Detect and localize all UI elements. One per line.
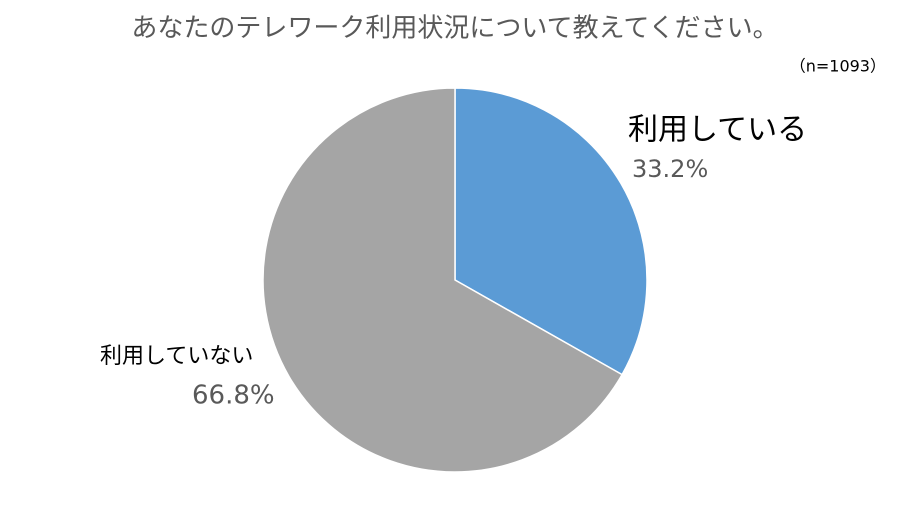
slice-value-label: 33.2% [632,155,708,183]
slice-category-label: 利用している [628,113,807,148]
chart-subtitle: （n=1093） [790,57,886,76]
slice-value-label: 66.8% [192,381,275,411]
pie-slice [262,87,624,473]
pie-slice [454,87,648,376]
chart-title: あなたのテレワーク利用状況について教えてください。 [131,14,778,44]
slice-category-label: 利用していない [100,344,253,369]
